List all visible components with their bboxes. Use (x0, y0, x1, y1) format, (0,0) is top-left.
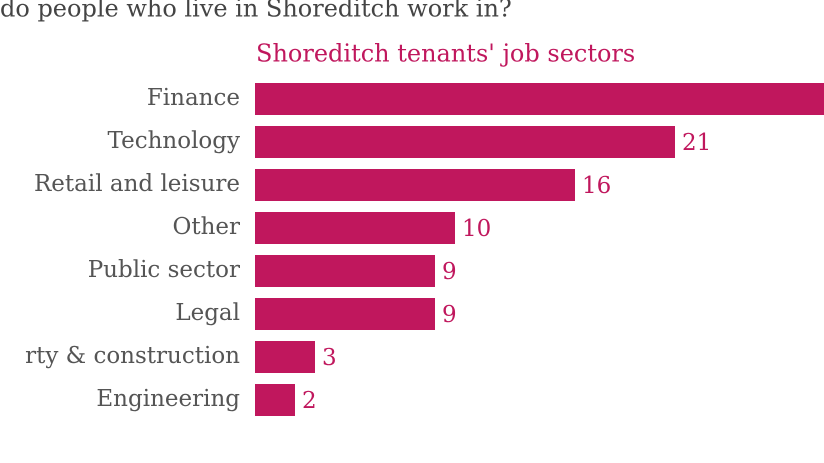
category-label: Technology (108, 128, 240, 154)
bar (255, 298, 435, 330)
bar (255, 169, 575, 201)
category-label: rty & construction (25, 343, 240, 369)
category-label: Retail and leisure (34, 171, 240, 197)
value-label: 2 (302, 388, 317, 414)
value-label: 10 (462, 216, 491, 242)
bar (255, 212, 455, 244)
category-label: Legal (175, 300, 240, 326)
category-label: Finance (147, 85, 240, 111)
value-label: 3 (322, 345, 337, 371)
value-label: 21 (682, 130, 711, 156)
category-label: Public sector (88, 257, 240, 283)
chart-title: do people who live in Shoreditch work in… (0, 0, 512, 23)
category-label: Engineering (96, 386, 240, 412)
chart-subtitle: Shoreditch tenants' job sectors (256, 40, 635, 68)
bar (255, 126, 675, 158)
bar (255, 384, 295, 416)
value-label: 16 (582, 173, 611, 199)
category-label: Other (172, 214, 240, 240)
value-label: 9 (442, 302, 457, 328)
bar (255, 255, 435, 287)
bar (255, 341, 315, 373)
bar (255, 83, 824, 115)
value-label: 9 (442, 259, 457, 285)
